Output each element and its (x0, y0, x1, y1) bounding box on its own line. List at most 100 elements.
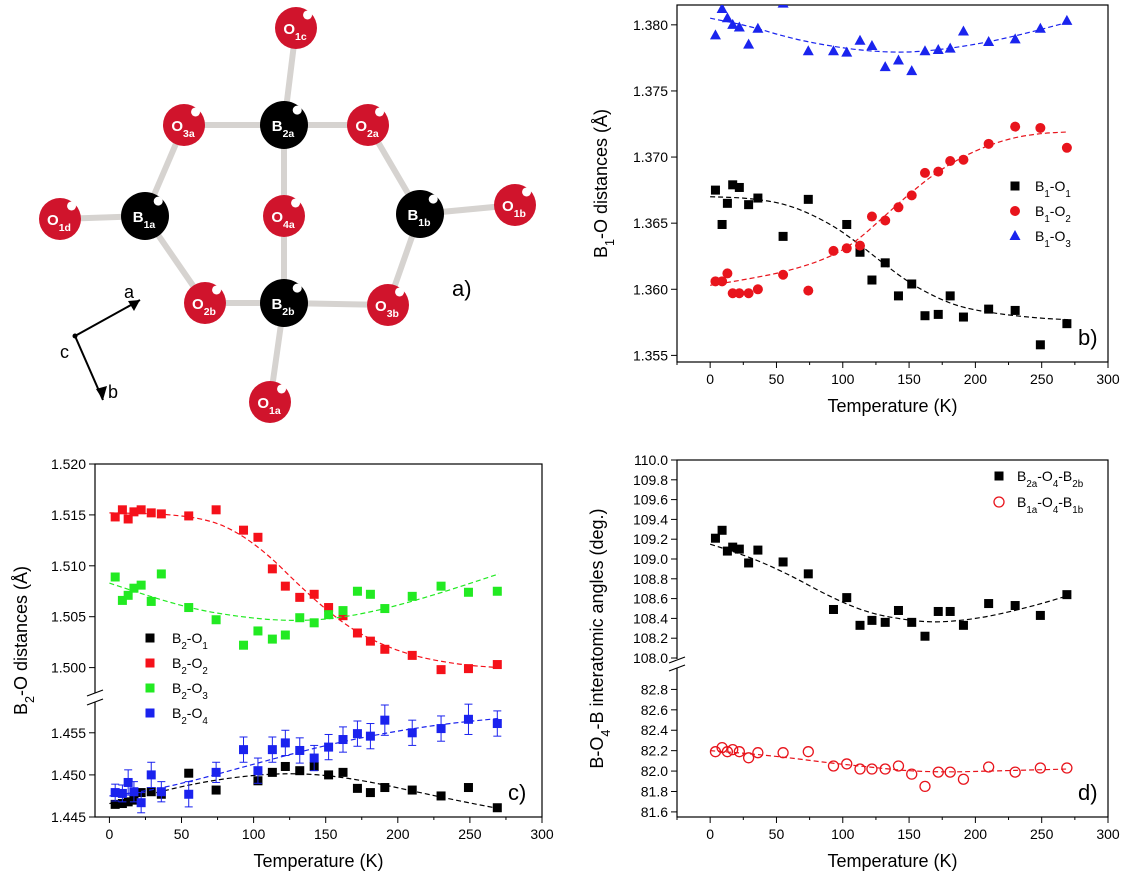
y-tick-label: 82.0 (641, 763, 668, 779)
fit-line-0 (709, 543, 1069, 623)
data-point (879, 763, 891, 775)
data-point (156, 787, 166, 797)
data-point (841, 46, 853, 57)
data-point (778, 269, 789, 280)
data-point (123, 777, 133, 787)
data-point (117, 595, 127, 605)
y-tick-label: 81.8 (641, 783, 668, 799)
data-point (983, 36, 995, 47)
fit-line-2 (710, 17, 1069, 53)
atom-highlight (153, 196, 163, 206)
data-point (866, 211, 877, 222)
data-point (743, 288, 754, 299)
atom-highlight (292, 283, 302, 293)
data-point (880, 617, 890, 627)
data-point (982, 761, 995, 773)
y-tick-label: 82.6 (641, 702, 668, 718)
data-point (267, 564, 277, 574)
data-point (958, 620, 968, 630)
y-tick-label: 1.355 (633, 347, 668, 363)
data-point (880, 215, 891, 226)
data-point (709, 29, 721, 40)
data-point (803, 285, 814, 296)
data-point (146, 508, 156, 518)
legend-marker (145, 658, 155, 668)
x-tick-label: 200 (964, 826, 988, 842)
data-point (1010, 601, 1020, 611)
data-point (129, 787, 139, 797)
legend-label: B1-O2 (1035, 203, 1071, 225)
x-tick-label: 300 (1096, 371, 1120, 387)
data-point (324, 603, 334, 613)
data-point (463, 714, 473, 724)
atom-O2a: O2a (347, 104, 389, 146)
x-tick-label: 300 (530, 826, 554, 842)
legend-marker (1010, 206, 1020, 216)
data-point (338, 611, 348, 621)
x-tick-label: 150 (314, 826, 338, 842)
data-point (828, 245, 839, 256)
x-tick-label: 300 (1096, 826, 1120, 842)
y-tick-label: 108.2 (633, 630, 668, 646)
data-point (802, 746, 814, 758)
y-tick-label: 109.6 (633, 492, 668, 508)
x-tick-label: 200 (386, 826, 410, 842)
data-point (722, 546, 732, 556)
data-point (803, 194, 813, 204)
y-tick-label: 108.8 (633, 571, 668, 587)
data-point (827, 45, 839, 56)
axis-break-gap (87, 693, 103, 702)
data-point (253, 532, 263, 542)
data-point (338, 767, 348, 777)
x-axis-title: Temperature (K) (253, 851, 383, 871)
atom-label: O1c (283, 21, 307, 43)
y-tick-label: 108.0 (633, 650, 668, 666)
data-point (854, 763, 866, 775)
data-point (1010, 305, 1020, 315)
data-point (295, 613, 305, 623)
x-tick-label: 0 (706, 371, 714, 387)
plot-frame (94, 463, 543, 818)
data-point (211, 785, 221, 795)
data-point (752, 22, 764, 33)
data-point (919, 780, 931, 793)
data-point (352, 783, 362, 793)
data-point (136, 798, 146, 808)
y-axis-title: B2-O distances (Å) (11, 566, 37, 715)
data-point (110, 512, 120, 522)
data-point (742, 752, 755, 764)
data-point (146, 787, 156, 797)
y-tick-label: 1.455 (51, 725, 86, 741)
atom-label: O4a (271, 209, 295, 231)
data-point (253, 626, 263, 636)
data-point (146, 770, 156, 780)
x-tick-label: 100 (242, 826, 266, 842)
data-point (855, 247, 865, 257)
x-tick-label: 0 (706, 826, 714, 842)
data-point (352, 729, 362, 739)
legend-marker (1010, 181, 1020, 191)
data-point (945, 291, 955, 301)
data-point (309, 753, 319, 763)
fit-line-0 (109, 773, 499, 810)
data-point (338, 606, 348, 616)
axis-a-line (74, 299, 141, 337)
axis-break-mark (668, 664, 686, 672)
x-axis-title: Temperature (K) (827, 851, 957, 871)
data-point (129, 507, 139, 517)
data-point (841, 243, 852, 254)
data-point (932, 43, 944, 54)
data-point (752, 747, 764, 759)
data-point (733, 21, 745, 32)
data-point (136, 580, 146, 590)
atom-highlight (277, 384, 287, 394)
crystal-structure-panel: O1c O3a B2a O2a O1d B1a O4a B1b O1b O2b B2b O3b O1a a… (39, 7, 536, 423)
x-axis-title: Temperature (K) (827, 396, 957, 416)
data-point (184, 603, 194, 613)
data-point (984, 304, 994, 314)
atom-highlight (428, 194, 438, 204)
data-point (309, 618, 319, 628)
data-point (717, 219, 727, 229)
data-point (338, 735, 348, 745)
y-tick-label: 1.520 (51, 456, 86, 472)
